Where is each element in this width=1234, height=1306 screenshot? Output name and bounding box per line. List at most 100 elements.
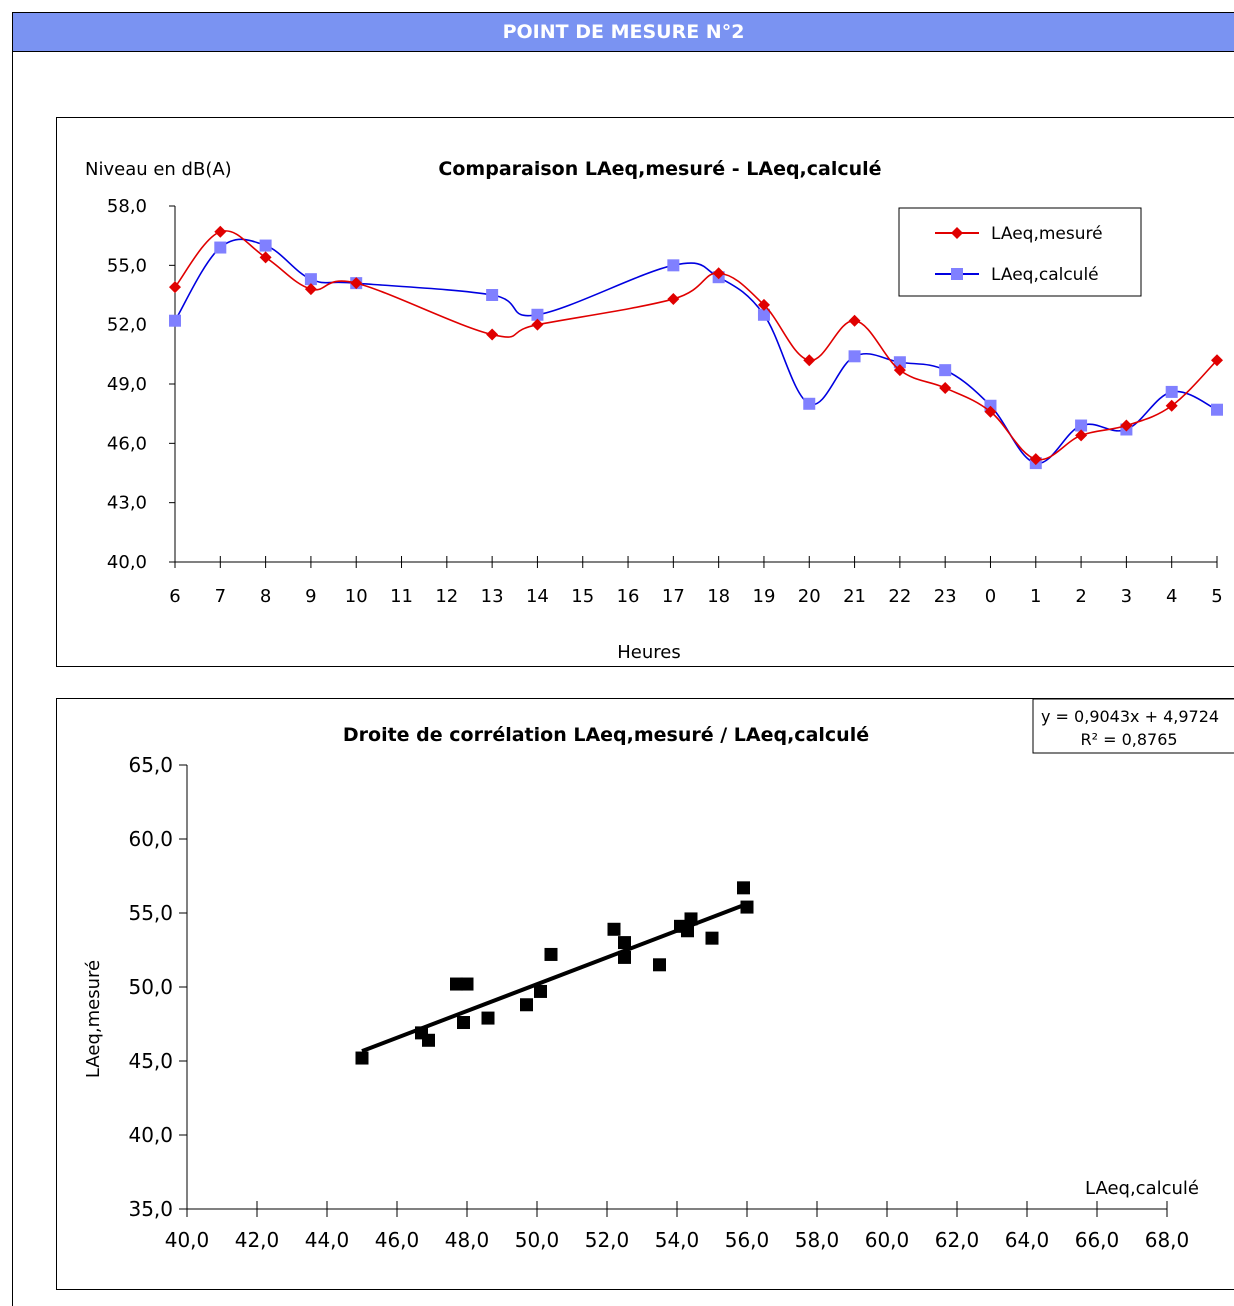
page-title: POINT DE MESURE N°2 <box>13 13 1234 52</box>
data-point-measured <box>531 318 544 331</box>
scatter-point <box>607 922 621 936</box>
chart-title: Comparaison LAeq,mesuré - LAeq,calculé <box>438 158 881 180</box>
x-tick-label: 17 <box>662 586 685 607</box>
scatter-point <box>534 984 547 998</box>
x-tick-label: 64,0 <box>1005 1228 1050 1252</box>
y-axis-title: LAeq,mesuré <box>83 960 104 1078</box>
data-point-measured <box>667 292 680 305</box>
y-tick-label: 55,0 <box>128 901 173 925</box>
data-point-measured <box>1029 453 1042 466</box>
x-tick-label: 5 <box>1211 586 1222 607</box>
y-tick-label: 49,0 <box>107 374 147 395</box>
x-tick-label: 20 <box>798 586 821 607</box>
line-chart-panel: Niveau en dB(A) Comparaison LAeq,mesuré … <box>56 117 1234 667</box>
regression-equation: y = 0,9043x + 4,9724 <box>1041 707 1219 726</box>
data-point-calculated <box>259 239 272 252</box>
scatter-point <box>415 1026 428 1040</box>
x-tick-label: 60,0 <box>865 1228 910 1252</box>
equation-frame <box>1032 698 1234 754</box>
data-point-calculated <box>214 241 227 254</box>
x-tick-label: 18 <box>707 586 730 607</box>
scatter-point <box>705 931 719 945</box>
x-tick-label: 3 <box>1121 586 1132 607</box>
x-tick-label: 11 <box>390 586 413 607</box>
scatter-point <box>544 947 558 961</box>
data-point-measured <box>984 405 997 418</box>
data-point-calculated <box>1165 385 1178 398</box>
y-axis-title: Niveau en dB(A) <box>85 159 232 180</box>
data-point-calculated <box>1075 419 1088 432</box>
data-point-measured <box>1165 399 1178 412</box>
x-tick-label: 62,0 <box>935 1228 980 1252</box>
data-point-measured <box>304 283 317 296</box>
data-point-measured <box>1120 419 1133 432</box>
data-point-calculated <box>667 259 680 272</box>
y-tick-label: 43,0 <box>107 493 147 514</box>
y-tick-label: 35,0 <box>128 1197 173 1221</box>
data-point-measured <box>214 225 227 238</box>
data-point-measured <box>169 281 181 294</box>
x-tick-label: 52,0 <box>585 1228 630 1252</box>
scatter-point <box>460 977 474 991</box>
r-squared: R² = 0,8765 <box>1080 730 1177 749</box>
x-tick-label: 44,0 <box>305 1228 350 1252</box>
y-tick-label: 58,0 <box>107 196 147 217</box>
legend-label-calculated: LAeq,calculé <box>991 265 1099 285</box>
x-tick-label: 9 <box>305 586 316 607</box>
scatter-point <box>653 958 666 972</box>
data-point-measured <box>486 328 499 341</box>
x-tick-label: 16 <box>617 586 640 607</box>
x-tick-label: 21 <box>843 586 866 607</box>
scatter-chart-panel: Droite de corrélation LAeq,mesuré / LAeq… <box>56 698 1234 1290</box>
line-chart: Niveau en dB(A) Comparaison LAeq,mesuré … <box>85 158 1223 663</box>
data-point-measured <box>1075 429 1088 442</box>
chart-title: Droite de corrélation LAeq,mesuré / LAeq… <box>343 724 869 746</box>
scatter-point <box>618 936 631 950</box>
scatter-point <box>737 881 750 895</box>
x-tick-label: 46,0 <box>375 1228 420 1252</box>
scatter-point <box>684 912 698 926</box>
data-point-measured <box>1211 354 1223 367</box>
data-point-measured <box>712 267 725 280</box>
legend-marker-calculated <box>951 268 963 280</box>
data-point-measured <box>803 354 816 367</box>
data-point-measured <box>848 314 861 327</box>
y-tick-label: 65,0 <box>128 753 173 777</box>
x-tick-label: 40,0 <box>165 1228 210 1252</box>
x-tick-label: 22 <box>888 586 911 607</box>
scatter-point <box>457 1016 470 1030</box>
data-point-calculated <box>169 314 181 327</box>
x-axis-title: LAeq,calculé <box>1085 1178 1199 1199</box>
data-point-calculated <box>531 308 544 321</box>
scatter-point <box>450 977 463 991</box>
data-point-measured <box>259 251 272 264</box>
scatter-point <box>481 1011 495 1025</box>
scatter-point <box>740 900 754 914</box>
x-tick-label: 42,0 <box>235 1228 280 1252</box>
x-tick-label: 2 <box>1075 586 1086 607</box>
data-point-measured <box>350 277 363 290</box>
y-tick-label: 40,0 <box>107 552 147 573</box>
x-tick-label: 15 <box>571 586 594 607</box>
scatter-chart: Droite de corrélation LAeq,mesuré / LAeq… <box>83 698 1234 1252</box>
data-point-calculated <box>1211 403 1223 416</box>
data-point-measured <box>893 364 906 377</box>
x-tick-label: 54,0 <box>655 1228 700 1252</box>
x-tick-label: 0 <box>985 586 996 607</box>
x-tick-label: 66,0 <box>1075 1228 1120 1252</box>
y-tick-label: 52,0 <box>107 315 147 336</box>
x-tick-label: 19 <box>753 586 776 607</box>
legend-box <box>898 207 1142 297</box>
y-tick-label: 40,0 <box>128 1123 173 1147</box>
x-tick-label: 1 <box>1030 586 1041 607</box>
data-point-calculated <box>893 356 906 369</box>
x-tick-label: 6 <box>169 586 180 607</box>
x-tick-label: 10 <box>345 586 368 607</box>
data-point-calculated <box>757 308 770 321</box>
equation-box: y = 0,9043x + 4,9724 R² = 0,8765 <box>1032 698 1234 754</box>
legend-marker-measured <box>951 227 963 239</box>
x-tick-label: 14 <box>526 586 549 607</box>
scatter-point <box>520 998 533 1012</box>
y-tick-label: 55,0 <box>107 255 147 276</box>
x-tick-label: 4 <box>1166 586 1177 607</box>
